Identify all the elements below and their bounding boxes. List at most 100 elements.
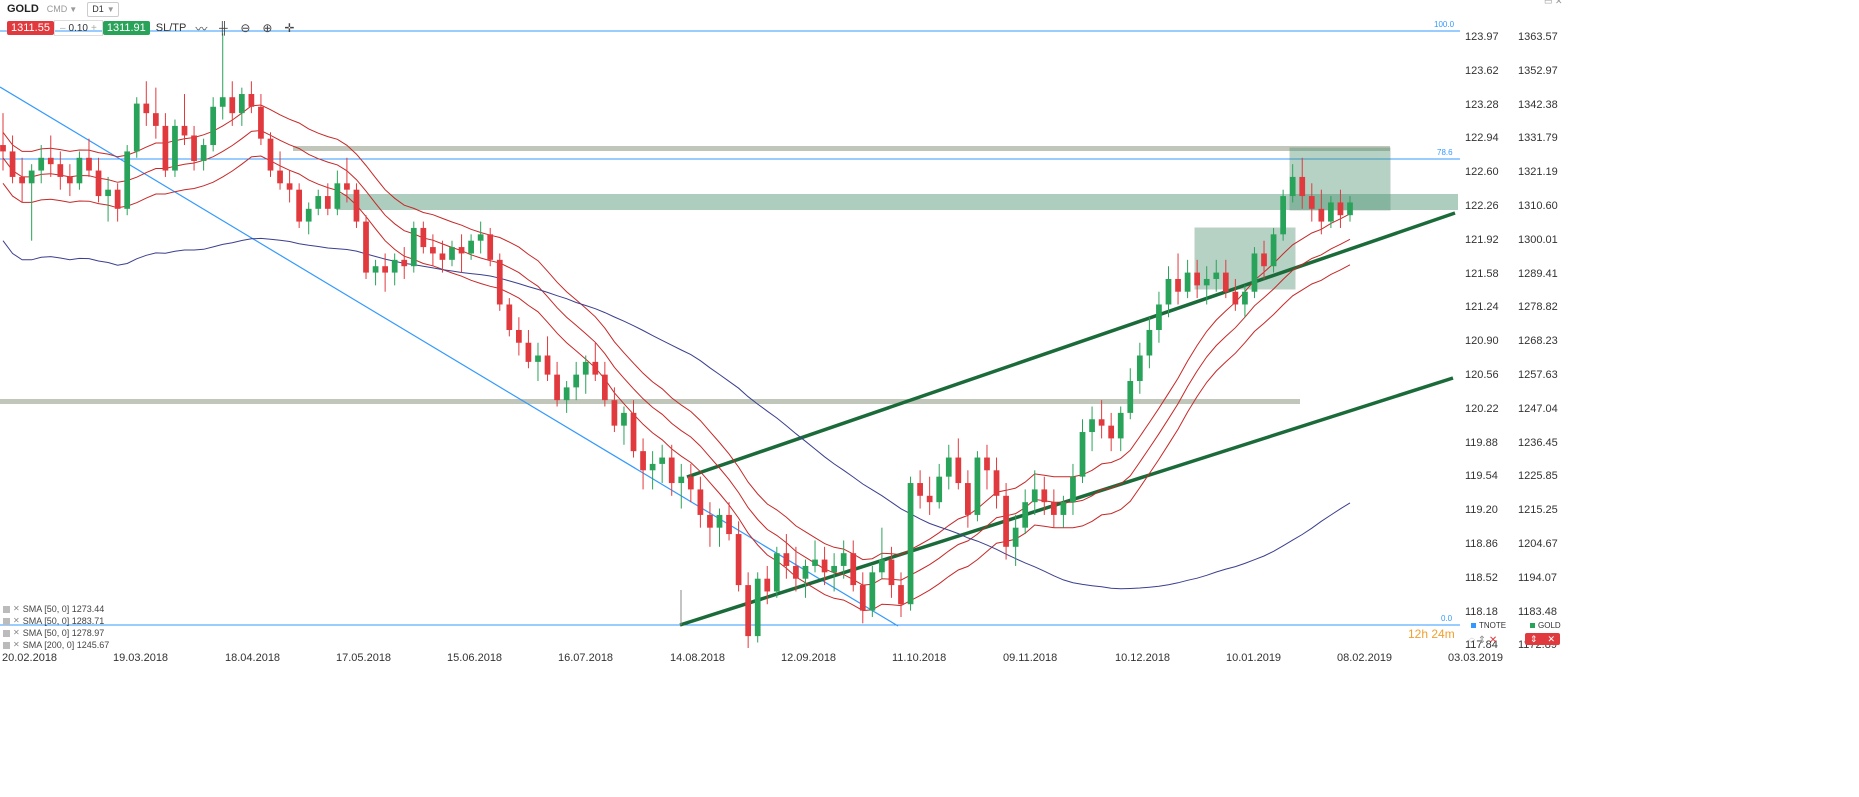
candle-body [1337,202,1344,216]
candle-body [468,240,474,254]
type-dropdown-icon[interactable]: ▼ [69,4,78,14]
candle-body [76,157,83,184]
candle-body [898,585,904,605]
gold-label: GOLD [1538,621,1561,630]
candle-body [573,374,580,388]
chevron-down-icon: ▼ [106,4,115,14]
candle-body [219,97,226,107]
candles-icon[interactable]: ╫ [219,21,228,35]
candle-body [630,412,637,452]
candle-body [133,103,140,152]
timeframe-select[interactable]: D1 ▼ [87,1,119,17]
lot-stepper[interactable]: – 0.10 + [53,20,103,36]
gold-legend[interactable]: GOLD [1530,621,1561,630]
candle-body [1289,176,1296,197]
candle-body [1251,253,1258,292]
sltp-button[interactable]: SL/TP [155,22,187,34]
legend-item[interactable]: ✕ SMA [50, 0] 1273.44 [3,603,109,615]
close-icon[interactable]: ✕ [1488,635,1498,646]
candle-body [563,387,570,401]
legend-item[interactable]: ✕ SMA [50, 0] 1278.97 [3,627,109,639]
candle-body [410,227,417,267]
line-chart-icon[interactable]: 〰 [195,21,208,36]
tnote-legend[interactable]: TNOTE [1471,621,1506,630]
sma-line-1 [2,104,1351,561]
secondary-tick-label: 120.22 [1465,402,1499,415]
support-line-zone [0,399,1300,404]
candle-body [831,565,837,573]
lot-value[interactable]: 0.10 [68,22,88,34]
date-tick-label: 03.03.2019 [1448,652,1504,664]
reorder-icon[interactable]: ⇕ [1477,635,1487,646]
legend-item[interactable]: ✕ SMA [200, 0] 1245.67 [3,639,109,651]
candle-body [67,176,73,184]
indicator-icon [3,617,10,625]
candle-body [945,457,952,477]
candle-body [238,94,245,114]
price-tick-label: 1342.38 [1518,98,1558,111]
candle-body [821,559,828,573]
price-tick-label: 1352.97 [1518,64,1558,77]
candle-body [649,463,656,471]
candle-body [1136,355,1143,382]
candle-body [812,559,818,566]
lot-increase-button[interactable]: + [90,22,97,34]
candle-body [57,164,64,177]
remove-indicator-icon[interactable]: ✕ [13,604,20,613]
candle-body [324,196,331,209]
zoom-out-icon[interactable]: ⊖ [240,21,251,35]
gold-controls: ⇕ ✕ [1525,633,1560,645]
candle-body [391,259,398,273]
candle-body [678,476,685,484]
price-tick-label: 1331.79 [1518,132,1558,145]
legend-item[interactable]: ✕ SMA [50, 0] 1283.71 [3,615,109,627]
price-tick-label: 1278.82 [1518,301,1558,314]
candle-body [745,585,752,637]
sma-200-line [2,237,1351,590]
candle-body [640,451,646,471]
candle-body [1089,419,1095,433]
price-axis[interactable]: 1363.57 123.97 1352.97 123.62 1342.38 123.28 1… [1460,0,1568,651]
reorder-icon[interactable]: ⇕ [1529,633,1538,644]
price-tick-label: 1247.04 [1518,402,1558,415]
candle-body [334,183,341,209]
candle-body [659,457,666,464]
lot-decrease-button[interactable]: – [59,22,66,34]
sma-line-2 [2,129,1351,586]
candle-body [1299,176,1306,197]
crosshair-icon[interactable]: ✛ [284,21,295,35]
sma-line-3 [2,155,1351,612]
candle-body [1060,502,1067,515]
chart-area[interactable] [0,0,1460,648]
zoom-in-icon[interactable]: ⊕ [262,21,273,35]
secondary-tick-label: 123.28 [1465,98,1499,111]
indicator-icon [3,629,10,637]
candle-body [191,135,197,161]
legend-label: SMA [200, 0] 1245.67 [22,640,110,650]
window-restore-icon[interactable]: ▭ ✕ [1544,0,1563,6]
legend-label: SMA [50, 0] 1273.44 [22,604,105,614]
candle-body [1242,291,1248,305]
secondary-tick-label: 121.58 [1465,267,1499,280]
candle-body [152,113,159,126]
chart-toolbar: GOLD CMD ▼ D1 ▼ 1311.55 – 0.10 + 1311.91 … [0,0,300,40]
candle-body [315,196,322,209]
candle-body [850,553,857,586]
candle-body [668,457,675,484]
date-axis[interactable]: 20.02.2018 19.03.2018 18.04.2018 17.05.2018… [0,648,1568,670]
candle-body [420,227,427,248]
remove-indicator-icon[interactable]: ✕ [13,628,20,637]
buy-button[interactable]: 1311.91 [102,21,150,35]
candle-body [917,483,923,496]
candle-body [554,374,560,401]
candle-body [1012,527,1019,547]
sell-button[interactable]: 1311.55 [7,21,54,35]
date-tick-label: 10.01.2019 [1226,652,1282,664]
candle-body [735,534,742,586]
eye-icon[interactable]: ◌ [1469,635,1475,646]
secondary-tick-label: 120.90 [1465,335,1499,348]
remove-indicator-icon[interactable]: ✕ [13,616,20,625]
price-tick-label: 1310.60 [1518,200,1558,212]
close-icon[interactable]: ✕ [1547,633,1556,644]
remove-indicator-icon[interactable]: ✕ [13,640,20,649]
